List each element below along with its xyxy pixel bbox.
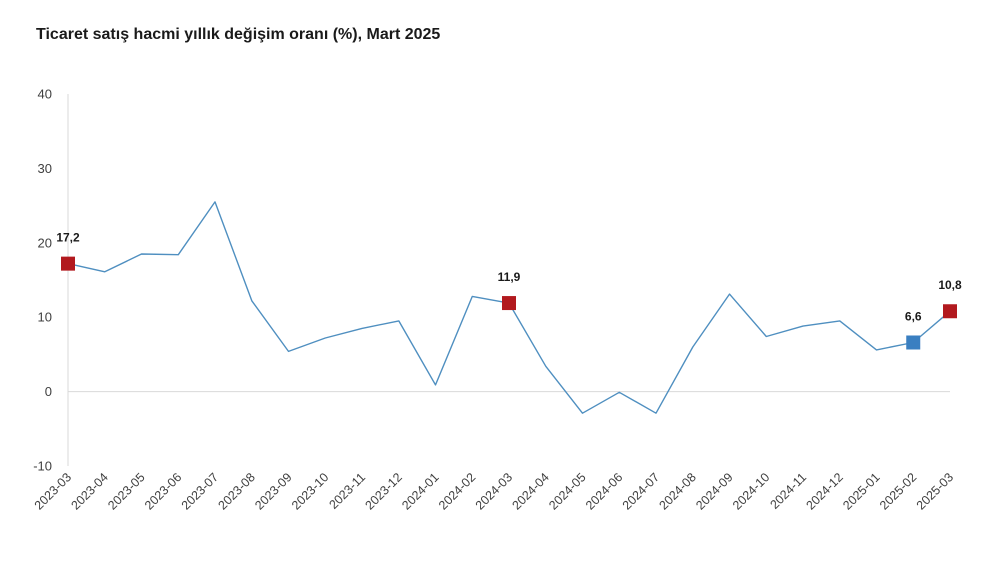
y-tick-label: -10 [33,459,52,474]
chart-title: Ticaret satış hacmi yıllık değişim oranı… [36,26,441,43]
data-point-marker [502,296,516,311]
x-tick-label: 2023-11 [326,470,368,512]
y-tick-label: 10 [38,310,52,325]
data-label: 11,9 [498,270,521,284]
x-tick-label: 2025-03 [914,470,956,512]
x-tick-label: 2024-05 [546,470,588,512]
x-tick-label: 2024-12 [804,470,846,512]
data-label: 10,8 [938,278,962,292]
x-tick-label: 2023-04 [69,470,111,512]
data-label: 17,2 [56,231,80,245]
x-tick-label: 2023-09 [252,470,294,512]
y-axis: -10 0 10 20 30 40 [33,87,69,474]
x-tick-label: 2024-08 [657,470,699,512]
x-tick-label: 2023-10 [289,470,331,512]
x-tick-label: 2024-11 [767,470,809,512]
x-tick-label: 2023-07 [179,470,221,512]
x-tick-label: 2023-06 [142,470,184,512]
x-tick-label: 2025-01 [840,470,882,512]
x-tick-label: 2023-12 [363,470,405,512]
x-tick-label: 2024-04 [510,470,552,512]
data-label: 6,6 [905,309,922,323]
y-tick-label: 30 [38,161,52,176]
x-tick-label: 2024-10 [730,470,772,512]
y-tick-label: 40 [38,87,52,102]
x-tick-label: 2024-06 [583,470,625,512]
x-tick-label: 2025-02 [877,470,919,512]
x-tick-label: 2024-09 [693,470,735,512]
x-axis: 2023-032023-042023-052023-062023-072023-… [32,391,956,513]
x-tick-label: 2024-07 [620,470,662,512]
x-tick-label: 2024-01 [399,470,441,512]
x-tick-label: 2023-08 [216,470,258,512]
y-tick-label: 0 [45,384,52,399]
x-tick-label: 2024-03 [473,470,515,512]
x-tick-label: 2023-03 [32,470,74,512]
y-tick-label: 20 [38,235,52,250]
markers-layer: 17,2 11,9 6,6 10,8 [56,231,962,350]
x-tick-label: 2023-05 [105,470,147,512]
data-point-marker [943,304,957,319]
x-tick-label: 2024-02 [436,470,478,512]
data-point-marker [61,256,75,271]
data-point-marker [906,335,921,350]
